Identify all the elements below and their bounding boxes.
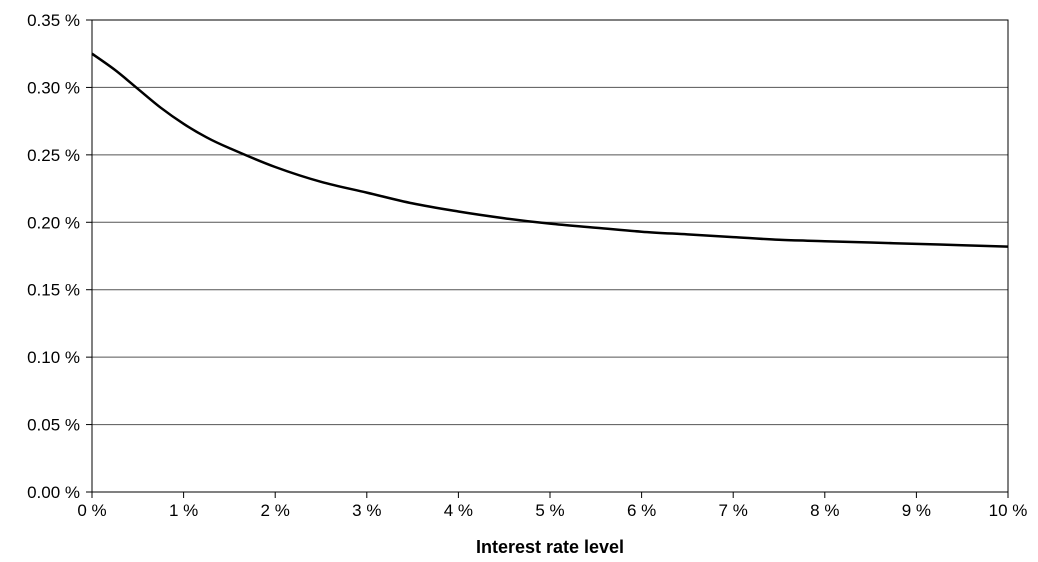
x-tick-label: 0 % — [77, 501, 106, 520]
x-tick-label: 7 % — [719, 501, 748, 520]
y-tick-label: 0.10 % — [27, 348, 80, 367]
y-tick-label: 0.00 % — [27, 483, 80, 502]
x-tick-label: 3 % — [352, 501, 381, 520]
x-axis: 0 % 1 % 2 % 3 % 4 % 5 % 6 % 7 % 8 % 9 % 10 % — [77, 492, 1027, 520]
x-tick-label: 10 % — [989, 501, 1028, 520]
plot-area — [91, 19, 1009, 493]
series-line — [91, 52, 1009, 248]
x-tick-label: 6 % — [627, 501, 656, 520]
y-tick-label: 0.15 % — [27, 281, 80, 300]
y-tick-label: 0.05 % — [27, 416, 80, 435]
y-tick-label: 0.25 % — [27, 146, 80, 165]
x-tick-label: 5 % — [535, 501, 564, 520]
x-tick-label: 2 % — [261, 501, 290, 520]
y-tick-label: 0.35 % — [27, 11, 80, 30]
y-tick-label: 0.20 % — [27, 213, 80, 232]
x-tick-label: 8 % — [810, 501, 839, 520]
grid-lines — [92, 19, 1008, 426]
x-tick-label: 4 % — [444, 501, 473, 520]
series-group — [91, 52, 1009, 248]
x-tick-label: 1 % — [169, 501, 198, 520]
y-tick-label: 0.30 % — [27, 78, 80, 97]
y-axis: 0.00 % 0.05 % 0.10 % 0.15 % 0.20 % 0.25 % 0.30… — [27, 11, 92, 502]
x-tick-label: 9 % — [902, 501, 931, 520]
x-axis-label: Interest rate level — [476, 537, 624, 557]
